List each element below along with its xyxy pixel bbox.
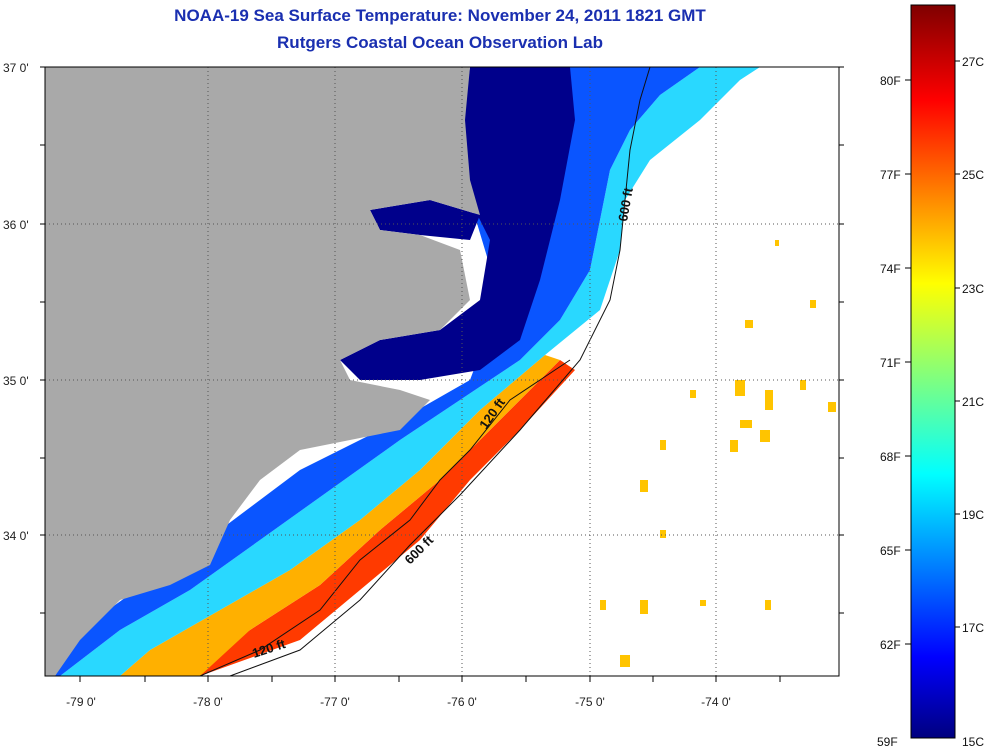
- cb-f-59: 59F: [877, 735, 898, 749]
- cb-c-25: 25C: [962, 168, 984, 182]
- cb-f-62: 62F: [880, 638, 901, 652]
- cb-c-15: 15C: [962, 735, 984, 749]
- lat-label-34: 34 0': [3, 529, 29, 543]
- lon-label-78: -78 0': [193, 695, 223, 709]
- lat-label-35: 35 0': [3, 374, 29, 388]
- contour-600ft-line: [229, 67, 651, 676]
- lat-label-36: 36 0': [3, 218, 29, 232]
- axis-ticks: [40, 66, 844, 682]
- offshore-warm-patches: [600, 240, 836, 667]
- pamlico-sound: [340, 67, 575, 380]
- cb-c-27: 27C: [962, 55, 984, 69]
- lon-label-74: -74 0': [701, 695, 731, 709]
- colorbar-ticks: [905, 60, 960, 645]
- cb-c-19: 19C: [962, 508, 984, 522]
- cb-f-71: 71F: [880, 356, 901, 370]
- lon-label-77: -77 0': [320, 695, 350, 709]
- map-title: NOAA-19 Sea Surface Temperature: Novembe…: [174, 6, 706, 25]
- cb-c-23: 23C: [962, 282, 984, 296]
- gulf-stream-warm-band: [180, 360, 575, 676]
- cb-f-65: 65F: [880, 544, 901, 558]
- north-carolina-land: [45, 67, 480, 676]
- lon-label-76: -76 0': [447, 695, 477, 709]
- cb-f-80: 80F: [880, 74, 901, 88]
- cb-f-74: 74F: [880, 262, 901, 276]
- lon-label-75: -75 0': [575, 695, 605, 709]
- contour-label-600-north: 600 ft: [615, 186, 636, 223]
- lon-label-79: -79 0': [66, 695, 96, 709]
- map-border: [44, 66, 840, 677]
- albemarle-sound: [370, 200, 480, 240]
- transition-water: [60, 67, 760, 676]
- map-subtitle: Rutgers Coastal Ocean Observation Lab: [277, 33, 603, 52]
- cb-c-21: 21C: [962, 395, 984, 409]
- map-grid: [45, 67, 839, 676]
- contour-120ft-line: [199, 359, 571, 676]
- cb-f-68: 68F: [880, 450, 901, 464]
- lat-label-37: 37 0': [3, 61, 29, 75]
- cb-f-77: 77F: [880, 168, 901, 182]
- cb-c-17: 17C: [962, 621, 984, 635]
- colorbar: [910, 4, 956, 739]
- warm-orange-band: [120, 355, 560, 676]
